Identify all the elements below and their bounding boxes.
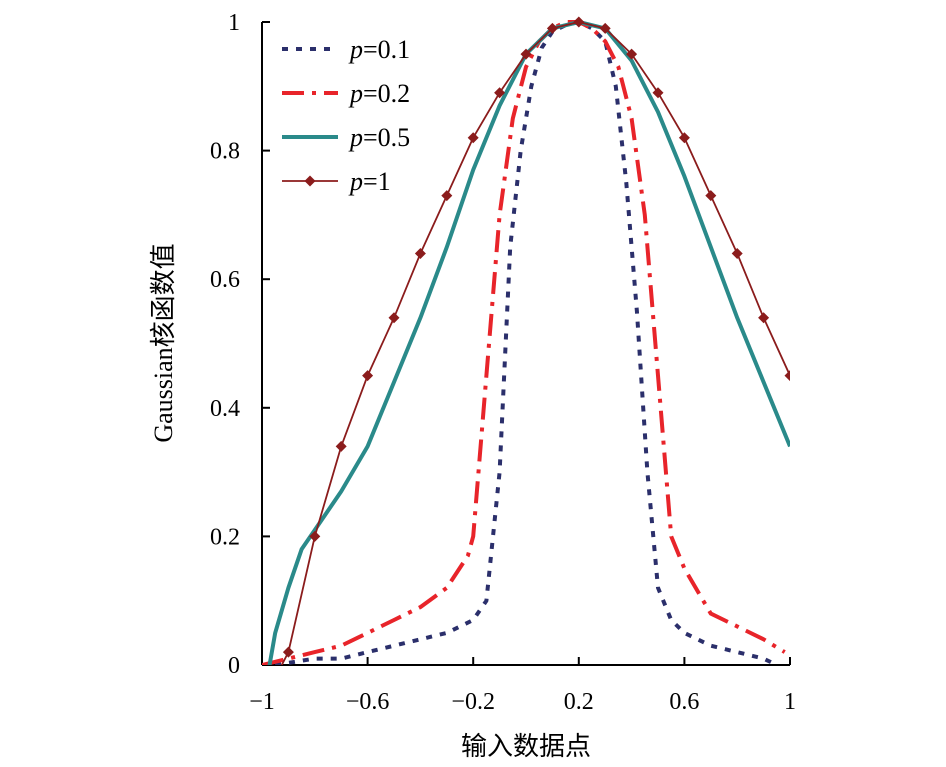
y-tick-label: 0 xyxy=(228,653,240,679)
legend-marker xyxy=(304,175,316,187)
y-tick-label: 0.2 xyxy=(210,524,240,550)
series-marker xyxy=(282,646,294,658)
series-marker xyxy=(758,312,770,324)
series-marker xyxy=(441,190,453,202)
series-marker xyxy=(573,16,585,28)
series-line-2 xyxy=(267,20,790,665)
series-marker xyxy=(414,247,426,259)
series-marker xyxy=(494,87,506,99)
y-tick-label: 0.6 xyxy=(210,267,240,293)
series-marker xyxy=(652,87,664,99)
series-marker xyxy=(705,190,717,202)
x-tick-label: −0.6 xyxy=(346,689,390,715)
series-marker xyxy=(388,312,400,324)
legend-label: p=0.1 xyxy=(348,35,410,64)
x-axis-title: 输入数据点 xyxy=(461,732,591,761)
series-marker xyxy=(467,132,479,144)
x-ticks: −1 −0.6 −0.2 0.2 0.6 1 xyxy=(249,657,796,715)
y-tick-label: 1 xyxy=(228,10,240,36)
legend-label: p=1 xyxy=(348,167,391,196)
series-layer xyxy=(262,16,790,683)
x-tick-label: 0.6 xyxy=(669,689,699,715)
series-line-1 xyxy=(262,20,786,665)
x-tick-label: 1 xyxy=(784,689,796,715)
y-ticks: 0 0.2 0.4 0.6 0.8 1 xyxy=(210,10,270,679)
series-marker xyxy=(270,672,281,683)
series-marker xyxy=(520,48,532,60)
series-line-3 xyxy=(280,21,790,665)
legend-label: p=0.5 xyxy=(348,123,410,152)
series-marker xyxy=(731,247,743,259)
series-marker xyxy=(335,440,347,452)
y-axis-title: Gaussian核函数值 xyxy=(149,243,178,442)
y-tick-label: 0.4 xyxy=(210,396,240,422)
x-tick-label: −1 xyxy=(249,689,275,715)
x-tick-label: −0.2 xyxy=(451,689,495,715)
series-marker xyxy=(784,370,790,382)
legend: p=0.1 p=0.2 p=0.5 p=1 xyxy=(282,35,410,196)
series-marker xyxy=(362,370,374,382)
x-tick-label: 0.2 xyxy=(564,689,594,715)
series-marker xyxy=(599,22,611,34)
series-marker xyxy=(626,48,638,60)
series-marker xyxy=(678,132,690,144)
series-line-0 xyxy=(274,20,778,665)
series-marker xyxy=(546,22,558,34)
legend-label: p=0.2 xyxy=(348,79,410,108)
series-marker xyxy=(309,530,321,542)
y-tick-label: 0.8 xyxy=(210,139,240,165)
